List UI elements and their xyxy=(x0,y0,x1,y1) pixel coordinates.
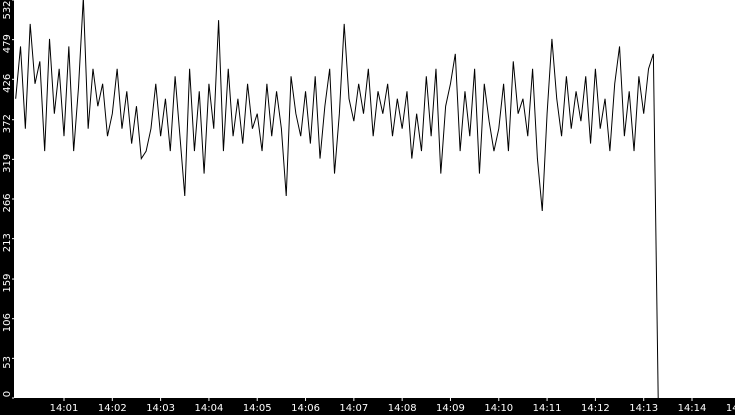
y-tick-label: 159 xyxy=(2,274,13,293)
y-tick-label: 319 xyxy=(2,154,13,173)
y-tick-label: 426 xyxy=(2,74,13,93)
y-tick-label: 0 xyxy=(2,391,13,397)
x-tick-label: 14:13 xyxy=(629,403,658,414)
data-line xyxy=(15,0,659,398)
x-tick-label: 14:01 xyxy=(50,403,79,414)
y-tick-label: 53 xyxy=(2,356,13,369)
x-tick-label: 14:11 xyxy=(533,403,562,414)
y-tick-label: 266 xyxy=(2,193,13,212)
y-tick-label: 479 xyxy=(2,34,13,53)
y-tick-label: 106 xyxy=(2,313,13,332)
y-tick-label: 532 xyxy=(2,0,13,19)
y-tick-label: 213 xyxy=(2,233,13,252)
x-tick-label: 14:12 xyxy=(581,403,610,414)
plot-area xyxy=(14,0,735,398)
x-tick-label: 14:03 xyxy=(146,403,175,414)
y-tick-label: 372 xyxy=(2,114,13,133)
x-tick-label: 14:08 xyxy=(388,403,417,414)
x-tick-label: 14:02 xyxy=(98,403,127,414)
x-tick-label: 14:07 xyxy=(339,403,368,414)
x-tick-label: 14:06 xyxy=(291,403,320,414)
x-tick-label: 14:10 xyxy=(484,403,513,414)
x-tick-label: 14:15 xyxy=(726,403,735,414)
x-tick-label: 14:14 xyxy=(678,403,707,414)
x-tick-label: 14:04 xyxy=(195,403,224,414)
x-tick-label: 14:05 xyxy=(243,403,272,414)
x-tick-label: 14:09 xyxy=(436,403,465,414)
